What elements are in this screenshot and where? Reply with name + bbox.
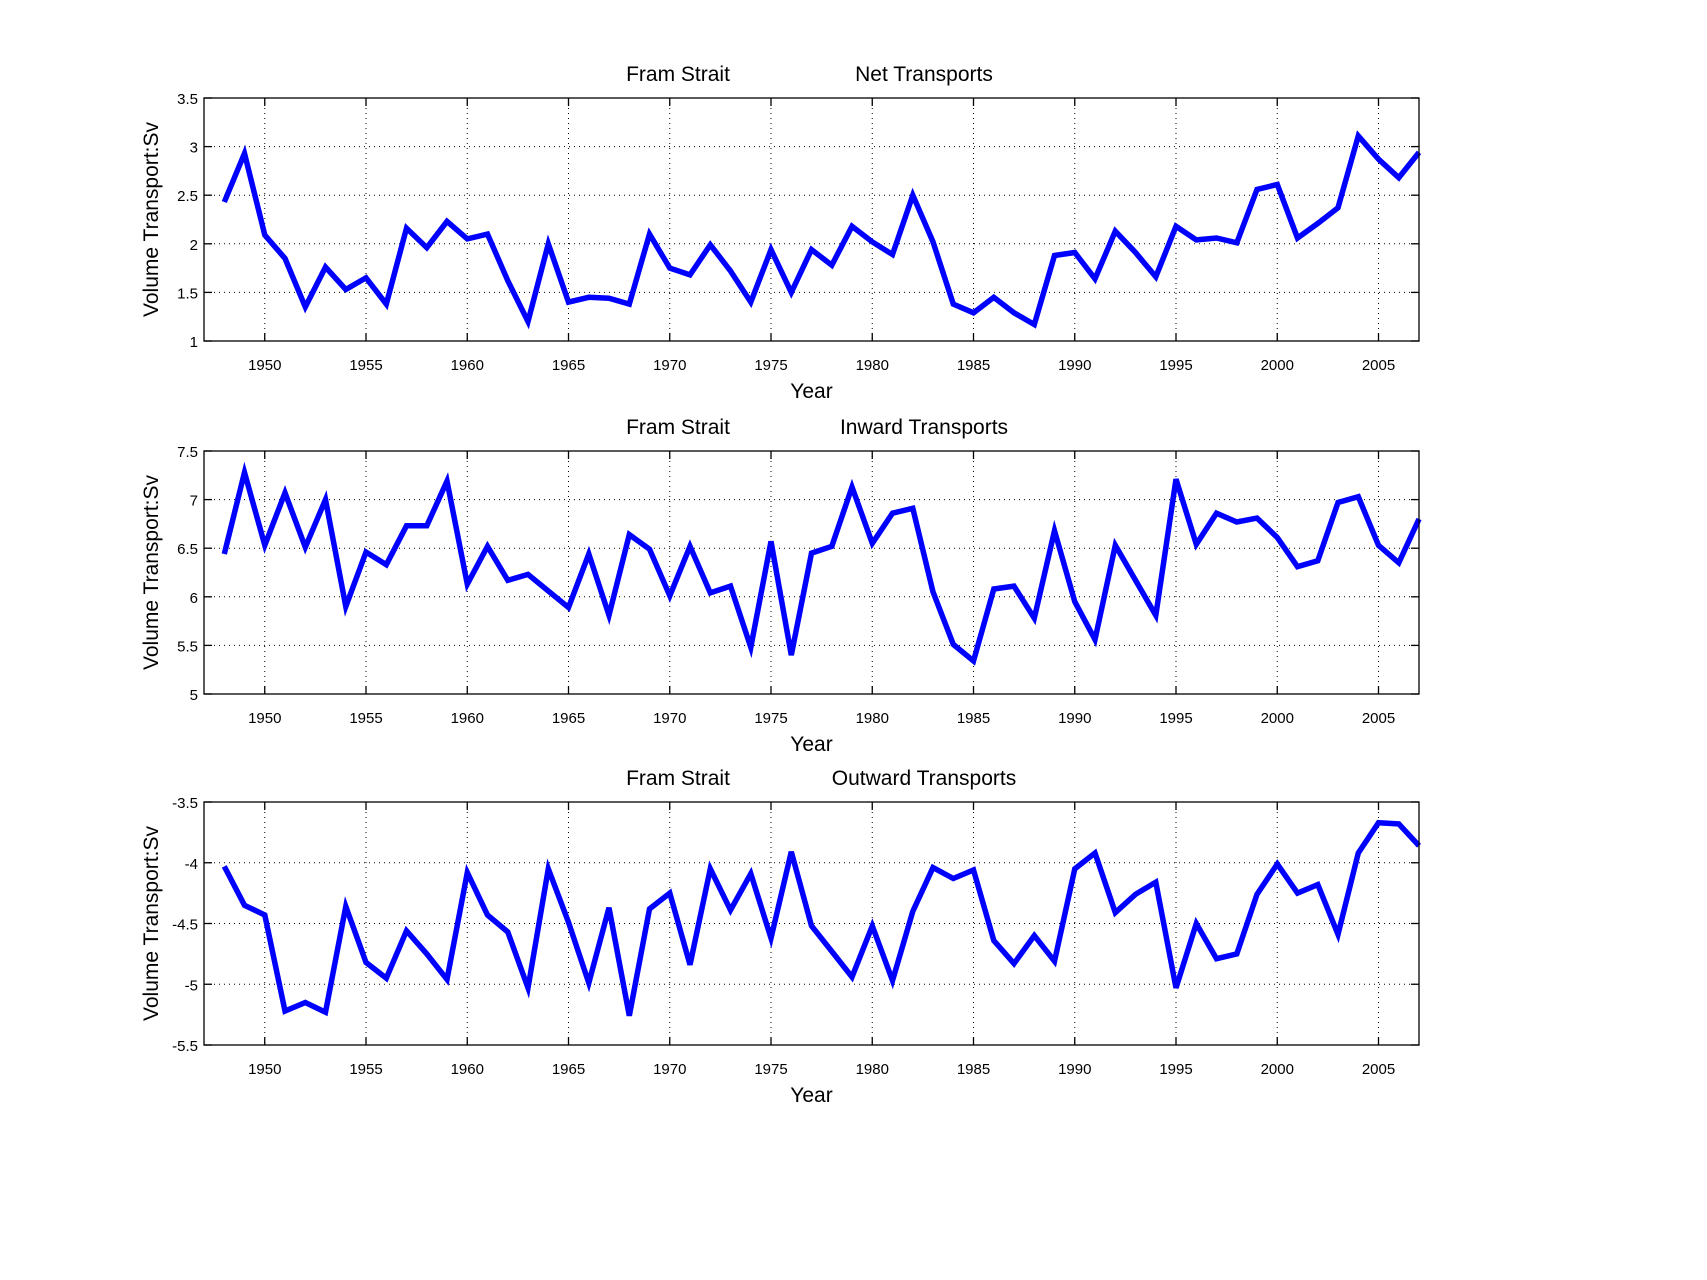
- x-tick-label: 1955: [349, 710, 382, 727]
- chart-panel-1: 1950 1955 1960 1965 1970 1975 1980 1985 1990 1995…: [140, 63, 1422, 403]
- x-tick-label: 1965: [552, 357, 585, 374]
- series-line-net-transports: [221, 130, 1422, 330]
- x-tick-label: 1970: [653, 357, 686, 374]
- y-tick-label: -4: [185, 856, 198, 873]
- x-tick-label: 1995: [1159, 710, 1192, 727]
- x-tick-label: 1950: [248, 357, 281, 374]
- x-tick-label: 1975: [754, 1061, 787, 1078]
- x-tick-label: 2005: [1362, 1061, 1395, 1078]
- x-tick-label: 1995: [1159, 357, 1192, 374]
- x-tick-label: 1985: [957, 710, 990, 727]
- x-tick-label: 1955: [349, 357, 382, 374]
- y-tick-label: 6.5: [177, 541, 198, 558]
- x-tick-label: 1970: [653, 710, 686, 727]
- x-axis-label: Year: [790, 1084, 832, 1107]
- y-tick-label: 5.5: [177, 638, 198, 655]
- y-tick-label: 2: [190, 237, 198, 254]
- y-tick-label: 6: [190, 590, 198, 607]
- x-tick-label: 1990: [1058, 710, 1091, 727]
- grid: [204, 98, 1419, 341]
- y-tick-label: 1: [190, 334, 198, 351]
- x-tick-label: 1975: [754, 710, 787, 727]
- y-tick-label: 2.5: [177, 188, 198, 205]
- x-tick-label: 1965: [552, 1061, 585, 1078]
- series-line-outward-transports: [221, 819, 1422, 1017]
- x-tick-label: 1990: [1058, 1061, 1091, 1078]
- x-tick-label: 1980: [856, 1061, 889, 1078]
- x-tick-label: 1960: [451, 1061, 484, 1078]
- x-tick-label: 1995: [1159, 1061, 1192, 1078]
- y-tick-label: -5.5: [172, 1038, 198, 1055]
- chart-title-left: Fram Strait: [626, 63, 730, 86]
- y-axis-label: Volume Transport:Sv: [140, 826, 163, 1021]
- y-tick-label: 5: [190, 687, 198, 704]
- chart-title-right: Net Transports: [855, 63, 993, 86]
- x-tick-label: 2005: [1362, 710, 1395, 727]
- y-tick-label: 3: [190, 140, 198, 157]
- y-tick-label: -5: [185, 977, 198, 994]
- y-tick-label: 1.5: [177, 285, 198, 302]
- x-axis-label: Year: [790, 380, 832, 403]
- y-tick-label: 3.5: [177, 91, 198, 108]
- chart-title-right: Outward Transports: [832, 767, 1016, 790]
- x-tick-label: 1950: [248, 710, 281, 727]
- x-tick-label: 1990: [1058, 357, 1091, 374]
- x-tick-label: 1955: [349, 1061, 382, 1078]
- x-tick-label: 1985: [957, 1061, 990, 1078]
- series-line-inward-transports: [221, 461, 1422, 666]
- y-tick-label: -4.5: [172, 917, 198, 934]
- x-axis-label: Year: [790, 733, 832, 756]
- y-tick-label: 7.5: [177, 444, 198, 461]
- grid: [204, 802, 1419, 1045]
- chart-panel-3: 1950 1955 1960 1965 1970 1975 1980 1985 1990 1995…: [140, 767, 1422, 1107]
- x-tick-label: 2000: [1261, 710, 1294, 727]
- chart-panel-2: 1950 1955 1960 1965 1970 1975 1980 1985 1990 1995…: [140, 416, 1422, 756]
- x-tick-label: 2000: [1261, 1061, 1294, 1078]
- x-tick-label: 1980: [856, 357, 889, 374]
- x-tick-label: 1985: [957, 357, 990, 374]
- y-tick-label: -3.5: [172, 795, 198, 812]
- axes-frame: [203, 97, 1420, 342]
- y-axis-label: Volume Transport:Sv: [140, 122, 163, 317]
- x-tick-label: 1960: [451, 710, 484, 727]
- x-tick-label: 2005: [1362, 357, 1395, 374]
- x-tick-label: 2000: [1261, 357, 1294, 374]
- y-tick-label: 7: [190, 493, 198, 510]
- y-axis-label: Volume Transport:Sv: [140, 475, 163, 670]
- x-tick-label: 1965: [552, 710, 585, 727]
- chart-title-left: Fram Strait: [626, 767, 730, 790]
- x-tick-label: 1975: [754, 357, 787, 374]
- grid: [204, 451, 1419, 694]
- axes-frame: [203, 450, 1420, 695]
- chart-title-left: Fram Strait: [626, 416, 730, 439]
- x-tick-label: 1960: [451, 357, 484, 374]
- x-tick-label: 1950: [248, 1061, 281, 1078]
- x-tick-label: 1980: [856, 710, 889, 727]
- x-tick-label: 1970: [653, 1061, 686, 1078]
- chart-title-right: Inward Transports: [840, 416, 1008, 439]
